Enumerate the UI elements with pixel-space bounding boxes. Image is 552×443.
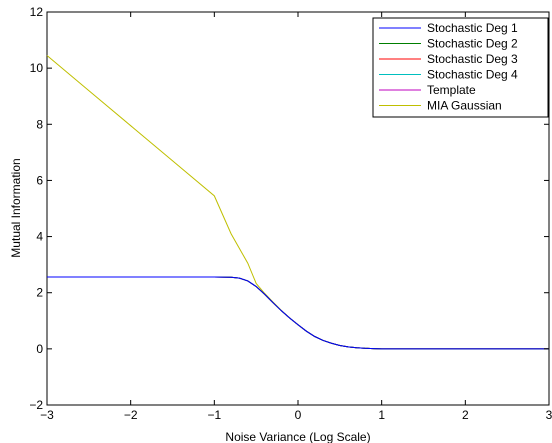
legend-label-2: Stochastic Deg 2: [427, 37, 518, 51]
y-tick-label: 4: [36, 230, 43, 244]
series-layer: [46, 55, 549, 350]
x-tick-label: 2: [462, 408, 469, 422]
legend-label-6: MIA Gaussian: [427, 99, 502, 113]
y-axis-label: Mutual Information: [9, 158, 23, 257]
legend-label-3: Stochastic Deg 3: [427, 52, 518, 66]
y-tick-label: 2: [36, 286, 43, 300]
x-tick-label: 1: [378, 408, 385, 422]
x-tick-label: −3: [40, 408, 54, 422]
y-tick-label: 12: [30, 5, 44, 19]
y-tick-label: 6: [36, 173, 43, 187]
x-tick-label: −1: [207, 408, 221, 422]
series-line-1: [47, 276, 549, 350]
x-tick-label: 3: [546, 408, 552, 422]
legend-box: [372, 17, 549, 118]
y-tick-label: 10: [30, 61, 44, 75]
x-tick-label: 0: [295, 408, 302, 422]
x-axis-label: Noise Variance (Log Scale): [225, 430, 370, 443]
x-tick-label: −2: [124, 408, 138, 422]
legend-label-5: Template: [427, 83, 476, 97]
y-tick-label: −2: [29, 398, 43, 412]
legend-label-1: Stochastic Deg 1: [427, 21, 518, 35]
y-tick-label: 0: [36, 342, 43, 356]
legend-label-4: Stochastic Deg 4: [427, 68, 518, 82]
y-tick-label: 8: [36, 117, 43, 131]
